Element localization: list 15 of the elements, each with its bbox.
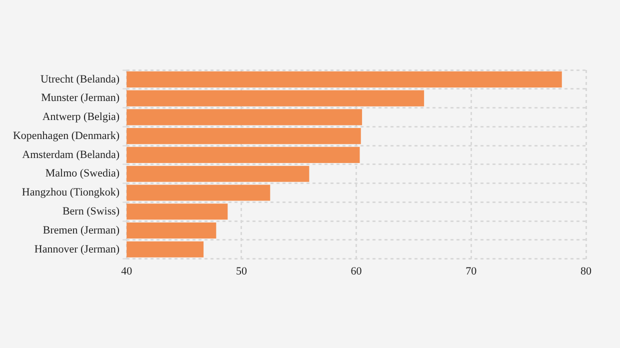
- y-tick-label: Amsterdam (Belanda): [22, 148, 120, 161]
- y-tick-label: Malmo (Swedia): [45, 168, 120, 180]
- y-tick-label: Kopenhagen (Denmark): [12, 130, 120, 142]
- y-tick-label: Utrecht (Belanda): [40, 73, 120, 86]
- y-tick-label: Hannover (Jerman): [34, 243, 120, 256]
- x-tick-label: 80: [580, 265, 592, 278]
- x-tick-label: 40: [121, 265, 133, 278]
- x-tick-label: 70: [466, 265, 478, 278]
- y-tick-label: Hangzhou (Tiongkok): [22, 186, 120, 199]
- y-tick-label: Antwerp (Belgia): [42, 111, 120, 124]
- x-tick-label: 50: [236, 265, 248, 278]
- x-tick-label: 60: [350, 265, 362, 278]
- y-tick-label: Munster (Jerman): [41, 92, 120, 104]
- y-tick-label: Bern (Swiss): [62, 205, 120, 218]
- y-tick-label: Bremen (Jerman): [42, 224, 120, 236]
